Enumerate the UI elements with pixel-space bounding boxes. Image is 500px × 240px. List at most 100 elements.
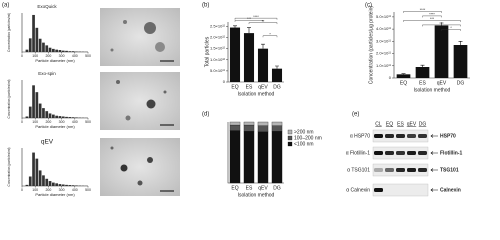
stacked-bar xyxy=(243,130,255,184)
error-bar xyxy=(458,41,463,45)
hist-bar xyxy=(58,184,62,186)
y-axis-label: Concentration (particles/ml) xyxy=(7,80,11,119)
stacked-bar xyxy=(229,121,241,126)
significance-label: * xyxy=(269,32,271,36)
x-axis-label: Isolation method xyxy=(414,87,451,93)
legend-label: 100–200 nm xyxy=(294,135,322,141)
arrow xyxy=(430,168,438,172)
x-tick-label: 500 xyxy=(85,120,91,124)
x-tick-label: 200 xyxy=(45,54,51,58)
chart-title: Exo-spin xyxy=(38,71,56,76)
x-tick-label: qEV xyxy=(437,80,447,86)
significance-label: **** xyxy=(429,13,435,17)
antibody-label: α Calnexin xyxy=(346,187,370,193)
hist-bar xyxy=(55,49,58,52)
significance-bracket xyxy=(262,35,278,38)
error-bar xyxy=(247,27,251,34)
x-tick-label: 200 xyxy=(45,120,51,124)
chart-title: qEV xyxy=(41,139,54,146)
x-axis-label: Isolation method xyxy=(238,91,275,97)
x-tick-label: qEV xyxy=(258,84,268,90)
hist-bar xyxy=(48,47,52,52)
y-tick-label: 1.0×10¹² xyxy=(210,57,226,62)
significance-label: **** xyxy=(420,8,426,12)
hist-bar xyxy=(25,116,29,118)
blot-band xyxy=(385,168,394,172)
lane-label: DG xyxy=(419,121,427,127)
panel-label: (b) xyxy=(202,3,209,9)
error-bar xyxy=(420,64,425,67)
micrographs xyxy=(100,8,180,196)
y-axis-label: Total particles xyxy=(204,36,210,67)
hist-bar xyxy=(32,152,35,186)
blot-band xyxy=(374,168,383,172)
x-tick-label: ES xyxy=(246,185,253,191)
bar xyxy=(434,25,449,79)
x-tick-label: 500 xyxy=(85,54,91,58)
error-bar xyxy=(275,65,279,69)
hist-bar xyxy=(68,185,72,186)
x-tick-label: 300 xyxy=(59,188,65,192)
hist-bar xyxy=(25,184,29,186)
arrow xyxy=(430,188,438,192)
hist-bar xyxy=(32,85,35,118)
x-tick-label: 400 xyxy=(72,54,78,58)
lane-label: CL xyxy=(375,121,382,127)
hist-bar xyxy=(28,38,32,52)
blot-band xyxy=(374,134,383,138)
hist-bar xyxy=(71,51,75,52)
hist-bar xyxy=(65,116,68,118)
x-tick-label: 0 xyxy=(21,54,23,58)
blot-strip xyxy=(372,183,429,197)
y-tick-label: 5.0×10¹¹ xyxy=(210,68,226,73)
hist-bar xyxy=(48,113,52,118)
y-tick-label: 5.0×10¹¹ xyxy=(376,14,392,19)
x-tick-label: EQ xyxy=(231,84,238,90)
x-axis-label: Particle diameter (nm) xyxy=(35,58,75,63)
y-axis-label: Concentration (particles/ml) xyxy=(7,13,11,52)
significance-bracket xyxy=(248,22,278,25)
hist-bar xyxy=(52,48,55,52)
stacked-bar xyxy=(243,121,255,126)
hist-bar xyxy=(32,14,35,52)
bar xyxy=(257,48,269,82)
blot-band xyxy=(374,151,383,155)
panel-label: (a) xyxy=(2,3,9,9)
x-tick-label: 0 xyxy=(21,120,23,124)
stacked-bar xyxy=(229,124,241,131)
hist-bar xyxy=(75,117,78,118)
stacked-bar xyxy=(243,124,255,132)
hist-bar xyxy=(52,182,55,186)
x-tick-label: 200 xyxy=(45,188,51,192)
hist-bar xyxy=(52,114,55,118)
hist-bar xyxy=(58,116,62,118)
significance-bracket xyxy=(403,20,461,22)
bar xyxy=(396,74,411,78)
y-tick-label: 1.0×10¹¹ xyxy=(376,63,392,68)
hist-bar xyxy=(55,115,58,118)
target-label: HSP70 xyxy=(440,133,456,139)
significance-label: * xyxy=(441,22,443,26)
blot-band xyxy=(407,151,416,155)
hist-bar xyxy=(71,185,75,186)
arrow xyxy=(430,134,438,138)
antibody-label: α HSP70 xyxy=(350,133,370,139)
blot-band xyxy=(396,134,405,138)
x-tick-label: EQ xyxy=(400,80,407,86)
x-tick-label: DG xyxy=(457,80,465,86)
bar xyxy=(229,27,241,82)
significance-bracket xyxy=(422,15,442,18)
x-tick-label: qEV xyxy=(258,185,268,191)
y-tick-label: 2.5×10¹² xyxy=(210,24,226,29)
error-bar xyxy=(261,43,265,49)
hist-bar xyxy=(65,184,68,186)
hist-bar xyxy=(38,103,42,118)
significance-label: *** xyxy=(430,17,435,21)
bar xyxy=(415,67,430,78)
significance-bracket xyxy=(234,17,278,20)
y-axis-label: Concentration (particles/ml) xyxy=(7,148,11,187)
hist-bar xyxy=(35,158,39,186)
x-tick-label: DG xyxy=(273,185,281,191)
hist-bar xyxy=(42,108,45,118)
stacked-bar xyxy=(257,131,269,184)
